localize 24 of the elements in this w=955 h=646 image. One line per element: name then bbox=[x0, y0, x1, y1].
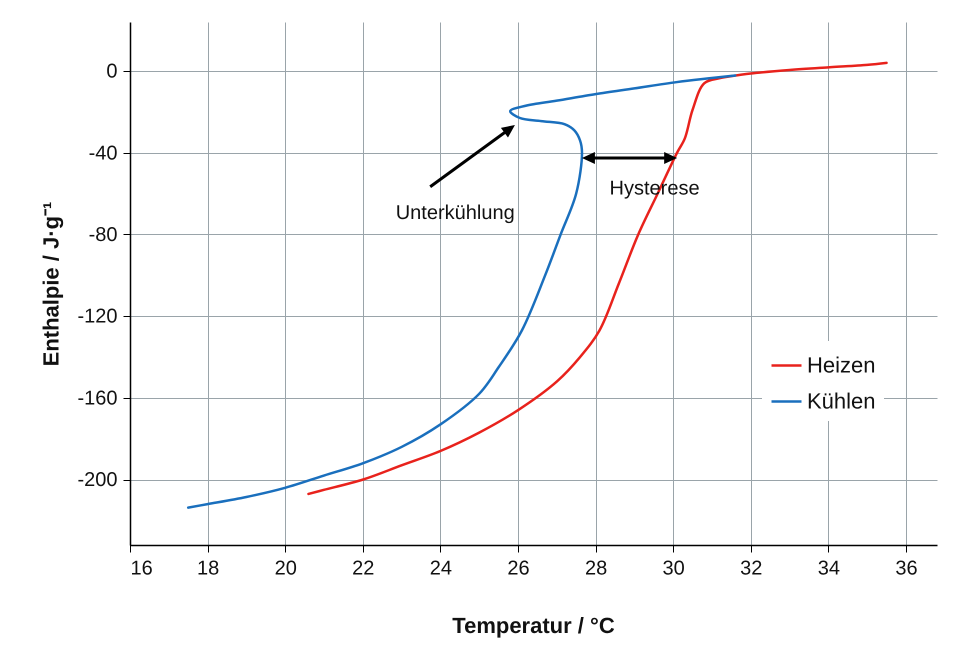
x-tick-label: 36 bbox=[895, 558, 918, 580]
line-series bbox=[307, 62, 888, 496]
line-series bbox=[186, 74, 736, 509]
x-tick-label: 24 bbox=[430, 558, 452, 580]
y-tick-label: -80 bbox=[88, 224, 118, 246]
y-tick-label: 0 bbox=[106, 60, 118, 83]
annotation: Unterkühlung bbox=[396, 202, 515, 224]
x-tick-label: 30 bbox=[662, 558, 685, 580]
legend-label: Heizen bbox=[807, 352, 876, 378]
legend-label: Kühlen bbox=[807, 388, 876, 414]
y-tick-label: -200 bbox=[77, 469, 118, 492]
y-tick-label: -160 bbox=[77, 387, 118, 410]
y-tick-label: -40 bbox=[88, 142, 118, 164]
x-tick-label: 20 bbox=[274, 558, 297, 580]
x-axis-title: Temperatur / °C bbox=[452, 613, 615, 638]
x-tick-label: 28 bbox=[584, 558, 608, 580]
x-tick-label: 16 bbox=[130, 558, 153, 580]
x-tick-label: 22 bbox=[352, 558, 374, 580]
x-tick-label: 32 bbox=[740, 558, 762, 580]
x-tick-label: 34 bbox=[818, 558, 840, 580]
y-tick-label: -120 bbox=[77, 306, 118, 328]
y-axis-title: Enthalpie / J·g⁻¹ bbox=[38, 202, 64, 366]
x-tick-label: 18 bbox=[196, 558, 220, 580]
x-tick-label: 26 bbox=[507, 558, 530, 580]
